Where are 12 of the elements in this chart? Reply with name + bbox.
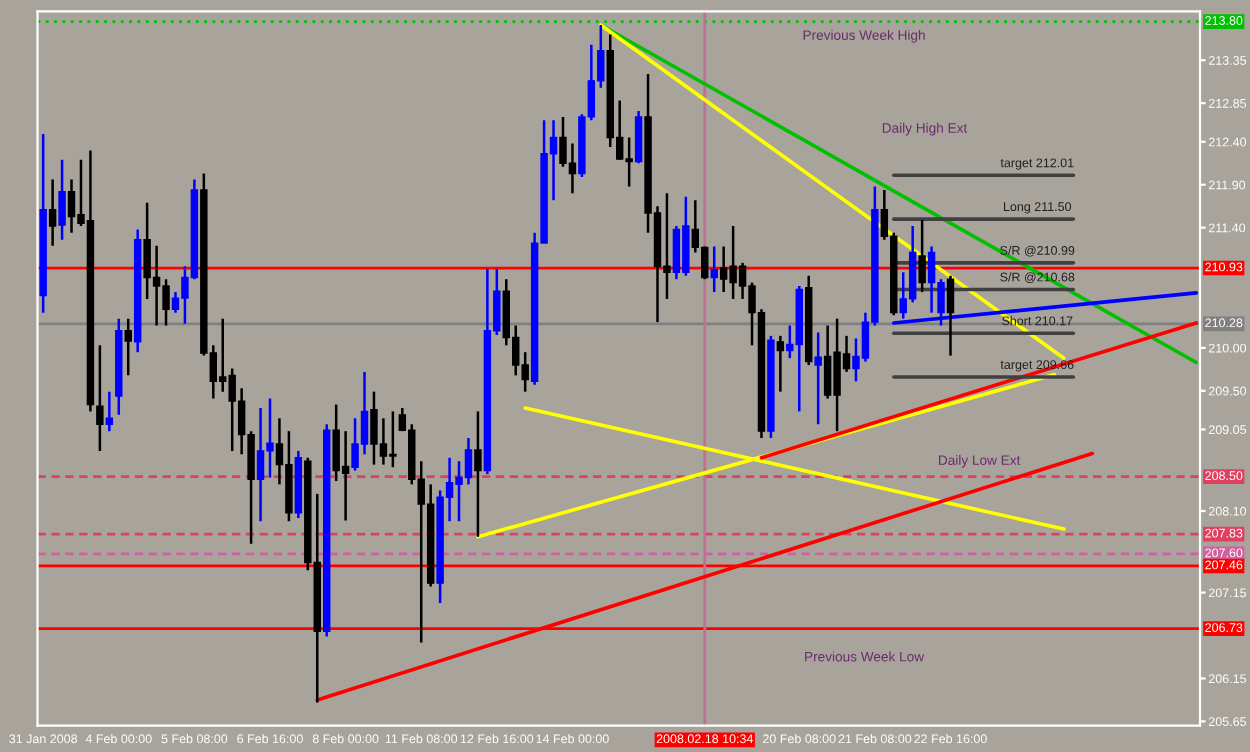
candlestick xyxy=(124,317,132,377)
candlestick xyxy=(918,218,926,294)
candlestick xyxy=(48,178,57,247)
candlestick xyxy=(58,158,66,241)
candlestick xyxy=(814,331,822,426)
candlestick xyxy=(474,410,482,539)
candlestick xyxy=(105,390,114,433)
candlestick xyxy=(710,245,718,294)
candlestick xyxy=(96,344,104,453)
candlestick xyxy=(776,334,785,393)
candlestick xyxy=(634,109,643,165)
candlestick xyxy=(946,274,955,357)
